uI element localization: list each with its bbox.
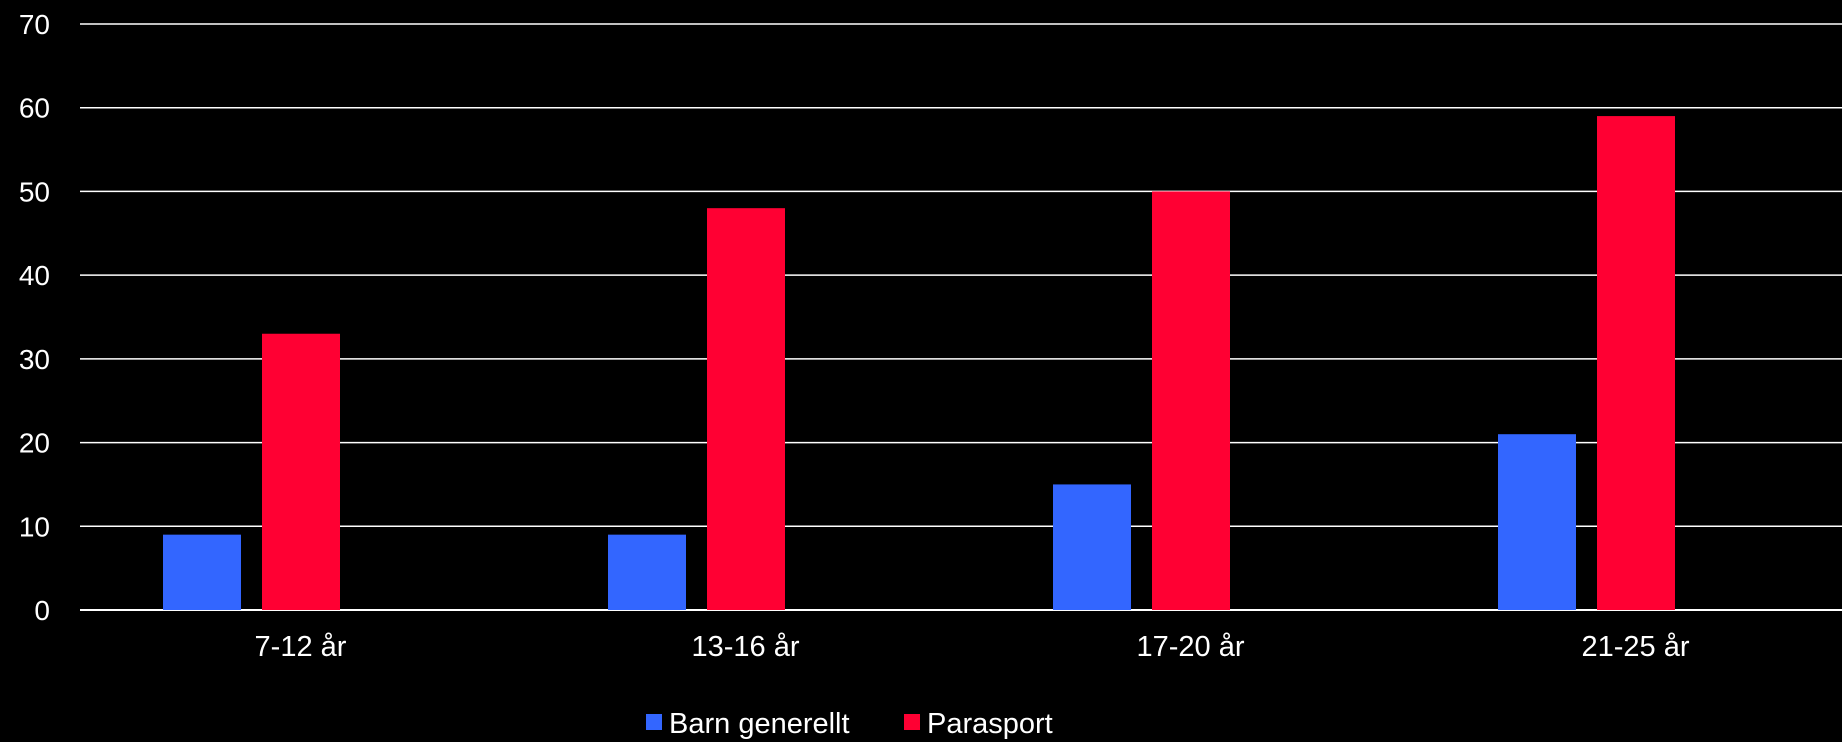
x-axis-category-labels: 7-12 år 13-16 år 17-20 år 21-25 år xyxy=(255,631,1690,663)
y-tick-label-0: 0 xyxy=(34,595,50,626)
bar-barn-generellt-2 xyxy=(1053,484,1131,610)
legend-item-barn-generellt: Barn generellt xyxy=(646,708,850,740)
legend-swatch-barn-generellt xyxy=(646,714,662,730)
legend-label-barn-generellt: Barn generellt xyxy=(669,708,850,740)
bar-parasport-0 xyxy=(262,333,340,610)
x-category-label-2: 17-20 år xyxy=(1136,631,1244,663)
x-category-label-0: 7-12 år xyxy=(255,631,347,663)
legend-label-parasport: Parasport xyxy=(927,708,1053,740)
bar-parasport-3 xyxy=(1597,116,1675,610)
y-tick-label-30: 30 xyxy=(19,344,50,375)
legend: Barn generellt Parasport xyxy=(646,708,1053,740)
bar-barn-generellt-3 xyxy=(1498,434,1576,610)
gridlines xyxy=(80,23,1842,611)
bars xyxy=(163,116,1675,610)
bar-barn-generellt-1 xyxy=(608,534,686,610)
x-category-label-3: 21-25 år xyxy=(1581,631,1689,663)
bar-parasport-1 xyxy=(707,208,785,610)
y-axis-tick-labels: 0 10 20 30 40 50 60 70 xyxy=(19,9,50,626)
x-category-label-1: 13-16 år xyxy=(691,631,799,663)
y-tick-label-40: 40 xyxy=(19,260,50,291)
legend-item-parasport: Parasport xyxy=(904,708,1053,740)
bar-barn-generellt-0 xyxy=(163,534,241,610)
legend-swatch-parasport xyxy=(904,714,920,730)
bar-parasport-2 xyxy=(1152,191,1230,610)
y-tick-label-10: 10 xyxy=(19,511,50,542)
y-tick-label-60: 60 xyxy=(19,93,50,124)
y-tick-label-20: 20 xyxy=(19,428,50,459)
y-tick-label-70: 70 xyxy=(19,9,50,40)
y-tick-label-50: 50 xyxy=(19,176,50,207)
